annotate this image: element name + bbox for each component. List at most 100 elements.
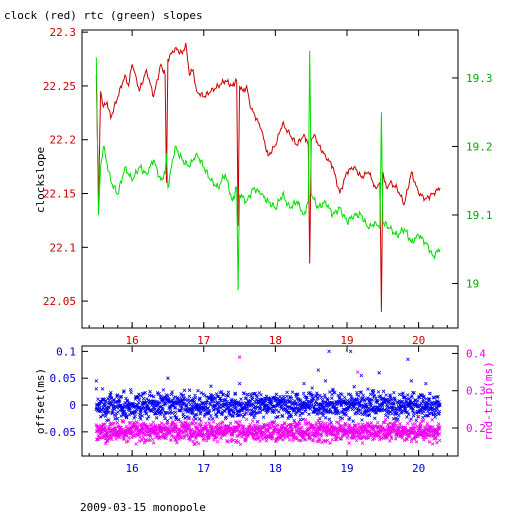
roundtrip-point: [285, 424, 289, 428]
offset-point: [419, 409, 423, 413]
offset-point: [259, 393, 263, 397]
offset-point: [437, 409, 442, 414]
offset-point: [402, 395, 407, 400]
roundtrip-point: [347, 423, 352, 427]
offset-point: [249, 394, 253, 399]
offset-point: [342, 395, 347, 400]
offset-point: [118, 395, 123, 399]
offset-point: [352, 384, 356, 389]
bottom-ylabel-right: rnd-trip(ms): [482, 361, 495, 440]
offset-point: [129, 390, 133, 395]
offset-point: [113, 414, 118, 418]
offset-point: [215, 415, 219, 419]
offset-point: [244, 396, 249, 400]
roundtrip-point: [393, 437, 398, 441]
offset-point: [406, 412, 411, 416]
offset-point: [327, 349, 331, 354]
offset-point: [160, 410, 164, 415]
x-tick-label: 18: [269, 462, 282, 475]
offset-point: [392, 402, 396, 406]
roundtrip-point: [310, 433, 314, 437]
offset-point: [199, 410, 203, 414]
roundtrip-point: [303, 418, 308, 422]
offset-point: [230, 397, 234, 402]
roundtrip-point: [388, 429, 393, 434]
offset-point: [139, 394, 144, 398]
offset-point: [195, 412, 199, 417]
roundtrip-point: [196, 441, 201, 446]
roundtrip-point: [183, 420, 188, 425]
roundtrip-point: [266, 428, 270, 432]
roundtrip-point: [398, 422, 402, 426]
offset-point: [146, 398, 151, 402]
y-tick-label: 0.05: [50, 372, 77, 385]
y-right-tick-label: 0.2: [466, 422, 486, 435]
offset-point: [401, 391, 405, 395]
roundtrip-point: [160, 429, 164, 433]
offset-point: [405, 393, 410, 397]
offset-point: [124, 414, 129, 419]
y-tick-label: -0.05: [43, 426, 76, 439]
offset-point: [212, 408, 216, 412]
roundtrip-point: [105, 439, 109, 443]
offset-point: [286, 416, 290, 421]
offset-point: [305, 395, 309, 400]
offset-point: [162, 414, 167, 418]
offset-point: [98, 415, 103, 419]
roundtrip-point: [112, 421, 116, 425]
roundtrip-point: [437, 438, 442, 443]
roundtrip-point: [157, 436, 162, 441]
offset-point: [109, 402, 114, 406]
offset-point: [97, 409, 102, 413]
offset-point: [146, 414, 151, 419]
roundtrip-point: [191, 421, 195, 425]
roundtrip-point: [151, 425, 155, 429]
offset-point: [284, 402, 289, 407]
offset-point: [164, 410, 168, 415]
offset-point: [194, 417, 198, 421]
roundtrip-point: [317, 420, 322, 425]
offset-point: [354, 410, 358, 414]
offset-point: [181, 393, 186, 398]
roundtrip-point: [174, 424, 179, 429]
offset-point: [184, 403, 189, 408]
offset-point: [136, 395, 141, 400]
roundtrip-point: [215, 422, 220, 427]
y-tick-label: 0.1: [56, 345, 76, 358]
offset-point: [149, 394, 154, 398]
offset-point: [162, 402, 167, 406]
y-tick-label: 22.1: [50, 241, 77, 254]
roundtrip-point: [94, 423, 99, 427]
roundtrip-point: [389, 436, 394, 441]
offset-point: [319, 410, 324, 415]
offset-point: [231, 411, 236, 415]
roundtrip-point: [330, 437, 335, 442]
roundtrip-point: [301, 434, 306, 438]
offset-point: [125, 415, 129, 420]
offset-point: [209, 392, 213, 397]
offset-point: [192, 399, 197, 404]
roundtrip-point: [215, 439, 220, 444]
roundtrip-point: [319, 434, 324, 438]
roundtrip-point: [228, 421, 233, 426]
roundtrip-point: [193, 430, 197, 434]
offset-point: [308, 407, 312, 411]
offset-point: [190, 411, 195, 416]
offset-point: [205, 398, 210, 403]
offset-point: [293, 412, 298, 417]
offset-point: [166, 393, 170, 398]
y-tick-label: 22.15: [43, 188, 76, 201]
offset-point: [387, 412, 391, 416]
roundtrip-point: [204, 424, 209, 429]
offset-point: [274, 398, 278, 402]
offset-point: [438, 402, 442, 407]
offset-point: [426, 414, 431, 418]
offset-point: [140, 413, 144, 418]
roundtrip-point: [199, 422, 203, 427]
offset-point: [183, 401, 187, 406]
x-tick-label: 20: [412, 334, 425, 347]
offset-point: [426, 409, 430, 413]
roundtrip-point: [103, 422, 107, 426]
roundtrip-point: [244, 411, 249, 415]
offset-point: [199, 391, 204, 395]
